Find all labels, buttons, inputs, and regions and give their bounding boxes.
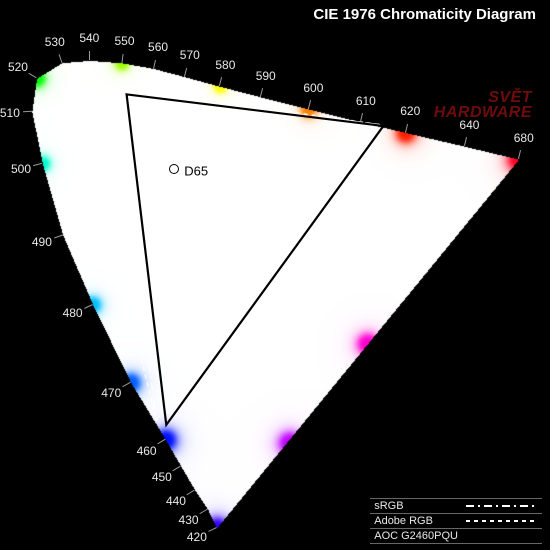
- wavelength-label: 680: [514, 131, 534, 145]
- wavelength-label: 550: [114, 34, 134, 48]
- wavelength-label: 590: [256, 69, 276, 83]
- chart-title: CIE 1976 Chromaticity Diagram: [313, 6, 536, 23]
- wavelength-label: 530: [45, 35, 65, 49]
- legend-label-srgb: sRGB: [370, 499, 462, 514]
- wavelength-label: 500: [11, 162, 31, 176]
- legend-swatch-aoc: [466, 535, 538, 537]
- d65-marker: [169, 164, 179, 174]
- wavelength-label: 490: [32, 235, 52, 249]
- legend-swatch-adobe: [466, 520, 538, 522]
- legend-label-adobe: Adobe RGB: [370, 514, 462, 529]
- wavelength-label: 460: [137, 444, 157, 458]
- wavelength-label: 480: [63, 306, 83, 320]
- wavelength-label: 470: [101, 386, 121, 400]
- wavelength-label: 610: [356, 94, 376, 108]
- wavelength-label: 570: [180, 48, 200, 62]
- wavelength-label: 430: [179, 513, 199, 527]
- wavelength-label: 510: [0, 106, 20, 120]
- wavelength-label: 520: [8, 60, 28, 74]
- wavelength-tick: [89, 51, 90, 60]
- wavelength-label: 580: [215, 58, 235, 72]
- legend: sRGB Adobe RGB AOC G2460PQU: [370, 498, 542, 544]
- wavelength-label: 440: [166, 494, 186, 508]
- wavelength-label: 640: [459, 118, 479, 132]
- watermark: SVĚT HARDWARE: [434, 90, 532, 120]
- wavelength-label: 420: [187, 530, 207, 544]
- wavelength-label: 560: [148, 40, 168, 54]
- legend-label-aoc: AOC G2460PQU: [370, 529, 462, 544]
- wavelength-label: 600: [303, 81, 323, 95]
- legend-swatch-srgb: [466, 505, 538, 506]
- chromaticity-diagram: CIE 1976 Chromaticity Diagram SVĚT HARDW…: [0, 0, 550, 550]
- d65-label: D65: [184, 163, 208, 178]
- wavelength-label: 620: [400, 104, 420, 118]
- wavelength-label: 540: [79, 31, 99, 45]
- watermark-line2: HARDWARE: [434, 104, 532, 121]
- wavelength-label: 450: [152, 470, 172, 484]
